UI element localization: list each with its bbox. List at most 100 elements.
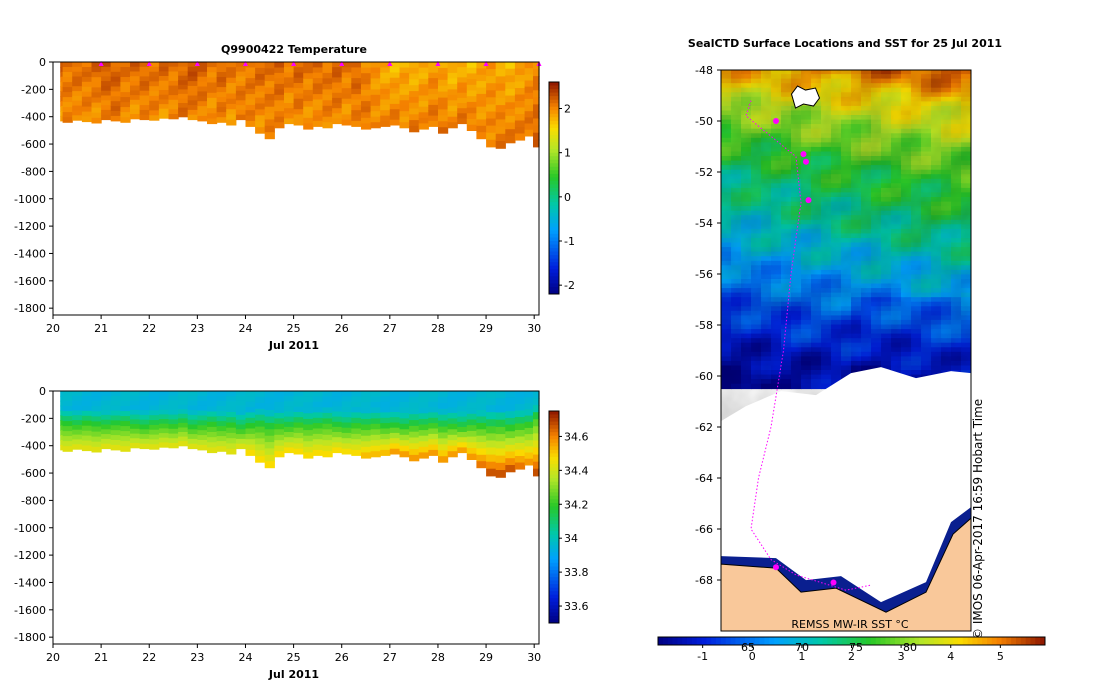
data-cell	[505, 115, 516, 124]
data-cell	[235, 424, 247, 430]
data-cell	[524, 434, 534, 441]
data-cell	[245, 62, 256, 68]
colorbar-swatch	[549, 478, 559, 483]
sst-colorbar-swatch	[764, 637, 770, 645]
data-cell	[197, 66, 208, 73]
data-cell	[139, 114, 150, 121]
data-cell	[178, 98, 189, 104]
data-cell	[245, 396, 256, 403]
data-cell	[428, 83, 439, 90]
data-cell	[322, 423, 333, 430]
data-cell	[533, 468, 540, 477]
data-cell	[226, 396, 237, 402]
data-cell	[524, 421, 534, 429]
data-cell	[418, 78, 429, 85]
data-cell	[216, 446, 227, 452]
data-cell	[361, 101, 372, 108]
surface-marker	[194, 61, 200, 66]
data-cell	[110, 400, 121, 407]
data-cell	[438, 426, 449, 434]
data-cell	[389, 391, 400, 397]
data-cell	[389, 67, 400, 73]
colorbar-tick-label: 0	[564, 191, 571, 204]
data-cell	[158, 80, 170, 86]
data-cell	[226, 417, 237, 423]
data-cell	[235, 414, 247, 421]
sst-colorbar-swatch	[783, 637, 790, 645]
data-cell	[380, 423, 391, 430]
data-cell	[168, 405, 179, 411]
colorbar-swatch	[549, 449, 559, 454]
data-cell	[524, 415, 534, 423]
data-cell	[486, 62, 497, 70]
data-cell	[226, 119, 237, 126]
data-cell	[524, 86, 534, 94]
colorbar-swatch	[549, 541, 559, 546]
data-cell	[312, 88, 323, 95]
sst-colorbar-tick-label: 3	[898, 650, 905, 663]
data-cell	[178, 441, 189, 447]
sst-colorbar-swatch	[890, 637, 896, 645]
data-cell	[524, 80, 534, 88]
colorbar-swatch	[549, 110, 559, 115]
data-cell	[370, 122, 381, 129]
sst-colorbar-swatch	[1040, 637, 1046, 645]
data-cell	[72, 391, 83, 397]
data-cell	[389, 83, 400, 89]
x-tick-label: 22	[142, 651, 156, 664]
y-tick-label: -1200	[14, 220, 46, 233]
y-tick-label: -200	[21, 83, 46, 96]
sst-colorbar-swatch	[803, 637, 809, 645]
data-cell	[168, 114, 179, 120]
y-tick-label: -600	[21, 467, 46, 480]
data-cell	[130, 104, 141, 110]
colorbar-swatch	[549, 99, 559, 104]
data-cell	[207, 391, 218, 397]
data-cell	[438, 414, 449, 422]
data-cell	[62, 406, 73, 412]
sst-colorbar-swatch	[914, 637, 920, 645]
data-cell	[130, 438, 141, 444]
data-cell	[361, 435, 372, 442]
data-cell	[466, 413, 477, 421]
data-cell	[495, 441, 506, 450]
data-cell	[284, 72, 295, 78]
data-cell	[380, 72, 391, 79]
data-cell	[149, 429, 160, 436]
data-cell	[389, 114, 400, 121]
data-cell	[158, 395, 170, 401]
data-cell	[457, 406, 468, 413]
data-cell	[447, 451, 458, 458]
data-cell	[101, 66, 112, 73]
seal-location	[830, 579, 837, 586]
y-tick-label: -1800	[14, 631, 46, 644]
data-cell	[399, 440, 410, 447]
data-cell	[130, 80, 141, 87]
colorbar-swatch	[549, 577, 559, 582]
data-cell	[303, 424, 314, 431]
data-cell	[158, 85, 170, 91]
sst-map-latitude-axis: -48-50-52-54-56-58-60-62-64-66-68	[695, 64, 721, 587]
data-cell	[303, 418, 314, 426]
data-cell	[207, 411, 218, 418]
data-cell	[524, 452, 534, 460]
data-cell	[216, 67, 227, 73]
data-cell	[120, 421, 131, 427]
data-cell	[62, 421, 73, 427]
sst-colorbar-swatch	[672, 637, 678, 645]
data-cell	[91, 107, 102, 114]
data-cell	[495, 90, 506, 99]
data-cell	[264, 87, 275, 95]
data-cell	[409, 431, 420, 439]
data-cell	[284, 447, 295, 454]
data-cell	[457, 113, 468, 119]
data-cell	[226, 83, 237, 89]
data-cell	[158, 99, 170, 105]
data-cell	[158, 104, 170, 110]
data-cell	[62, 416, 73, 422]
colorbar-swatch	[549, 474, 559, 479]
data-cell	[274, 429, 285, 436]
data-cell	[428, 67, 439, 74]
colorbar-swatch	[549, 216, 559, 221]
data-cell	[409, 62, 420, 69]
